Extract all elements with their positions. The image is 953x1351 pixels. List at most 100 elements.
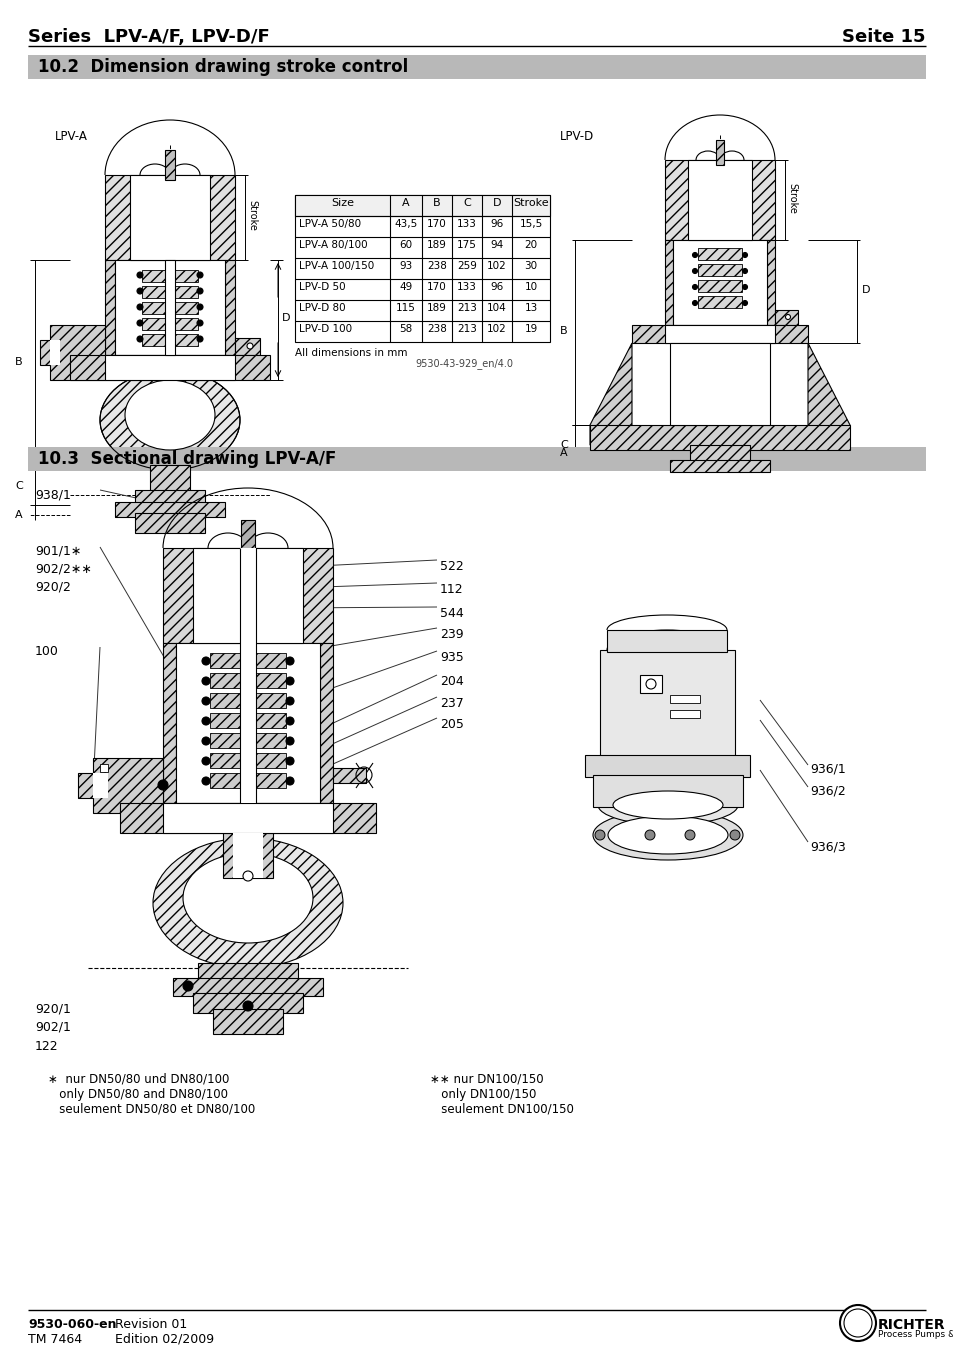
Text: ∗∗ nur DN100/150: ∗∗ nur DN100/150: [430, 1071, 543, 1085]
Circle shape: [692, 300, 697, 305]
Text: 133: 133: [456, 219, 476, 230]
Bar: [105, 355, 234, 380]
Circle shape: [202, 677, 210, 685]
Text: C: C: [15, 481, 23, 490]
Text: 170: 170: [427, 282, 446, 292]
Text: 43,5: 43,5: [394, 219, 417, 230]
Bar: [599, 650, 734, 761]
Text: D: D: [493, 199, 500, 208]
Text: B: B: [433, 199, 440, 208]
Ellipse shape: [183, 852, 313, 943]
Polygon shape: [766, 240, 774, 326]
Bar: [130, 176, 210, 259]
Circle shape: [286, 657, 294, 665]
Circle shape: [286, 717, 294, 725]
Text: LPV-A 100/150: LPV-A 100/150: [298, 261, 374, 272]
Text: Seite 15: Seite 15: [841, 28, 925, 46]
Text: 58: 58: [399, 324, 413, 334]
Text: LPV-A 50/80: LPV-A 50/80: [298, 219, 361, 230]
Circle shape: [137, 304, 143, 309]
Text: 213: 213: [456, 324, 476, 334]
Polygon shape: [664, 240, 672, 326]
Bar: [165, 259, 174, 355]
Text: 170: 170: [427, 219, 446, 230]
Text: R: R: [851, 1315, 863, 1332]
Bar: [193, 993, 303, 1013]
Circle shape: [741, 300, 747, 305]
Text: A: A: [559, 449, 567, 458]
Circle shape: [196, 288, 203, 295]
Text: Stroke: Stroke: [513, 199, 548, 208]
Text: D: D: [862, 285, 869, 295]
Ellipse shape: [607, 816, 727, 854]
Text: 189: 189: [427, 303, 446, 313]
Circle shape: [243, 871, 253, 881]
Text: 102: 102: [487, 261, 506, 272]
Text: LPV-A: LPV-A: [55, 130, 88, 143]
Text: 920/2: 920/2: [35, 580, 71, 593]
Ellipse shape: [598, 785, 738, 825]
Text: 9530-060-en: 9530-060-en: [28, 1319, 116, 1331]
Text: 237: 237: [439, 697, 463, 711]
Circle shape: [843, 1309, 871, 1337]
Text: Revision 01: Revision 01: [115, 1319, 187, 1331]
Bar: [175, 643, 319, 802]
Bar: [223, 834, 273, 878]
Ellipse shape: [613, 790, 722, 819]
Bar: [210, 693, 286, 708]
Bar: [142, 303, 198, 313]
Circle shape: [644, 830, 655, 840]
Bar: [135, 490, 205, 505]
Text: 238: 238: [427, 261, 446, 272]
Polygon shape: [664, 159, 774, 240]
Bar: [92, 773, 108, 798]
Text: Series  LPV-A/F, LPV-D/F: Series LPV-A/F, LPV-D/F: [28, 28, 270, 46]
Text: 189: 189: [427, 240, 446, 250]
Circle shape: [137, 288, 143, 295]
Bar: [198, 963, 297, 984]
Circle shape: [243, 1001, 253, 1011]
Text: C: C: [559, 440, 567, 450]
Bar: [142, 317, 198, 330]
Text: LPV-D: LPV-D: [559, 130, 594, 143]
Bar: [193, 549, 303, 643]
Polygon shape: [70, 355, 270, 380]
Circle shape: [137, 336, 143, 342]
Ellipse shape: [593, 811, 742, 861]
Text: LPV-A 80/100: LPV-A 80/100: [298, 240, 367, 250]
Circle shape: [137, 320, 143, 326]
Text: 238: 238: [427, 324, 446, 334]
Circle shape: [684, 830, 695, 840]
Text: 93: 93: [399, 261, 413, 272]
Text: 15,5: 15,5: [518, 219, 542, 230]
Polygon shape: [163, 643, 175, 802]
Ellipse shape: [125, 380, 214, 450]
Text: only DN100/150: only DN100/150: [430, 1088, 536, 1101]
Bar: [210, 673, 286, 688]
Circle shape: [729, 830, 740, 840]
Polygon shape: [105, 176, 234, 259]
Text: C: C: [462, 199, 471, 208]
Bar: [593, 775, 742, 807]
Bar: [115, 259, 225, 355]
Bar: [240, 549, 255, 802]
Text: 902/1: 902/1: [35, 1020, 71, 1034]
Bar: [669, 711, 700, 717]
Bar: [50, 340, 60, 365]
Bar: [664, 326, 774, 343]
Text: 30: 30: [524, 261, 537, 272]
Bar: [241, 520, 254, 555]
Circle shape: [137, 272, 143, 278]
Text: 20: 20: [524, 240, 537, 250]
Polygon shape: [120, 802, 375, 834]
Bar: [639, 676, 661, 693]
Circle shape: [196, 320, 203, 326]
Text: 522: 522: [439, 561, 463, 573]
Polygon shape: [807, 343, 849, 444]
Bar: [210, 653, 286, 667]
Circle shape: [196, 304, 203, 309]
Text: 205: 205: [439, 717, 463, 731]
Text: LPV-D 100: LPV-D 100: [298, 324, 352, 334]
Circle shape: [692, 269, 697, 273]
Bar: [100, 765, 108, 771]
